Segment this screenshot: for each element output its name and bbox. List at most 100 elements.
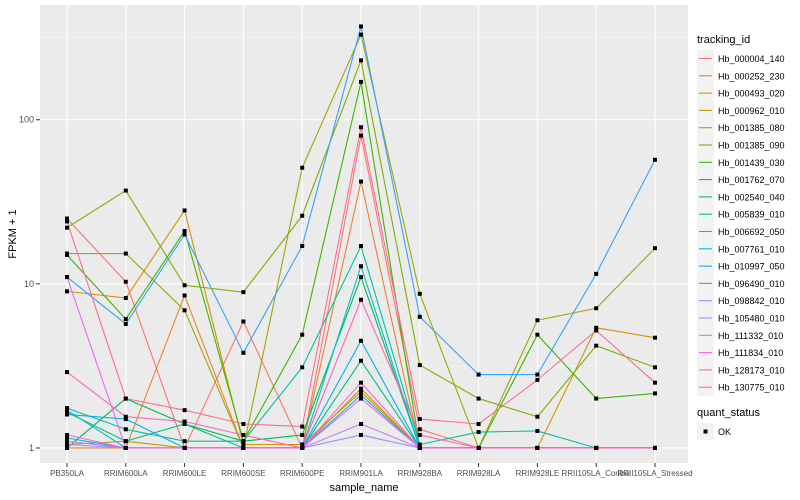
data-point: [359, 24, 363, 29]
data-point: [123, 279, 128, 284]
data-point: [417, 363, 422, 368]
data-point: [123, 321, 128, 326]
data-point: [65, 436, 69, 441]
y-tick-label: 10: [24, 279, 34, 289]
data-point: [653, 157, 657, 162]
data-point: [594, 396, 599, 401]
data-point: [653, 445, 657, 450]
data-point: [241, 445, 246, 450]
data-point: [65, 442, 69, 447]
data-point: [359, 432, 363, 437]
legend-label: Hb_002540_040: [718, 192, 785, 202]
legend-label: Hb_001385_080: [718, 123, 785, 133]
data-point: [535, 372, 540, 377]
data-point: [300, 424, 305, 429]
data-point: [241, 442, 246, 447]
data-point: [123, 417, 128, 422]
data-point: [417, 432, 422, 437]
data-point: [65, 432, 69, 437]
data-point: [476, 445, 481, 450]
legend-label: Hb_006692_050: [718, 227, 785, 237]
data-point: [594, 343, 599, 348]
data-point: [241, 319, 246, 324]
data-point: [417, 442, 422, 447]
data-point: [359, 125, 363, 130]
data-point: [123, 188, 128, 193]
data-point: [535, 318, 540, 323]
x-axis-title: sample_name: [329, 482, 398, 494]
data-point: [359, 358, 363, 363]
data-point: [241, 439, 246, 444]
legend-label: Hb_000252_230: [718, 71, 785, 81]
data-point: [417, 417, 422, 422]
data-point: [417, 427, 422, 432]
data-point: [300, 445, 305, 450]
data-point: [653, 380, 657, 385]
data-point: [182, 421, 187, 426]
data-point: [123, 427, 128, 432]
x-tick-label: RRIM928LA: [457, 469, 501, 478]
data-point: [123, 317, 128, 322]
data-point: [65, 219, 69, 224]
x-tick-label: PB350LA: [50, 469, 84, 478]
legend-label: Hb_111834_010: [718, 348, 783, 358]
data-point: [65, 216, 69, 221]
legend-label: Hb_105480_010: [718, 314, 785, 324]
x-tick-label: RRIM901LA: [339, 469, 383, 478]
data-point: [300, 442, 305, 447]
data-point: [65, 370, 69, 375]
data-point: [182, 419, 187, 424]
data-point: [417, 291, 422, 296]
y-tick-label: 100: [19, 115, 34, 125]
legend-label: Hb_096490_010: [718, 279, 785, 289]
data-point: [653, 365, 657, 370]
data-point: [123, 251, 128, 256]
legend-label: Hb_098842_010: [718, 296, 785, 306]
x-tick-label: RRIM600LE: [163, 469, 207, 478]
data-point: [123, 439, 128, 444]
data-point: [359, 421, 363, 426]
x-tick-label: RRIM600SE: [221, 469, 265, 478]
shape-legend-label: OK: [718, 427, 731, 437]
legend-label: Hb_128173_010: [718, 365, 785, 375]
data-point: [182, 283, 187, 288]
data-point: [653, 246, 657, 251]
data-point: [65, 225, 69, 230]
legend-label: Hb_001385_090: [718, 141, 785, 151]
shape-legend-title: quant_status: [697, 407, 760, 419]
data-point: [182, 228, 187, 233]
legend-label: Hb_007761_010: [718, 244, 785, 254]
data-point: [300, 365, 305, 370]
data-point: [476, 372, 481, 377]
legend: tracking_id quant_status OK Hb_000004_14…: [697, 34, 785, 440]
data-point: [123, 414, 128, 419]
data-point: [417, 314, 422, 319]
data-point: [65, 410, 69, 415]
data-point: [594, 445, 599, 450]
data-point: [359, 275, 363, 280]
data-point: [65, 445, 69, 450]
data-point: [182, 439, 187, 444]
data-point: [123, 396, 128, 401]
data-point: [182, 208, 187, 213]
data-point: [300, 165, 305, 170]
data-point: [535, 377, 540, 382]
legend-label: Hb_001439_030: [718, 158, 785, 168]
data-point: [535, 414, 540, 419]
data-point: [359, 133, 363, 138]
data-point: [241, 421, 246, 426]
x-tick-label: RRIM600LA: [104, 469, 148, 478]
data-point: [65, 439, 69, 444]
data-point: [476, 430, 481, 435]
data-point: [594, 328, 599, 333]
legend-label: Hb_000962_010: [718, 106, 785, 116]
data-point: [300, 432, 305, 437]
data-point: [65, 406, 69, 411]
data-point: [65, 412, 69, 417]
data-point: [653, 391, 657, 396]
data-point: [359, 58, 363, 63]
data-point: [359, 389, 363, 394]
x-tick-label: RRII105LA_Control: [562, 469, 632, 478]
